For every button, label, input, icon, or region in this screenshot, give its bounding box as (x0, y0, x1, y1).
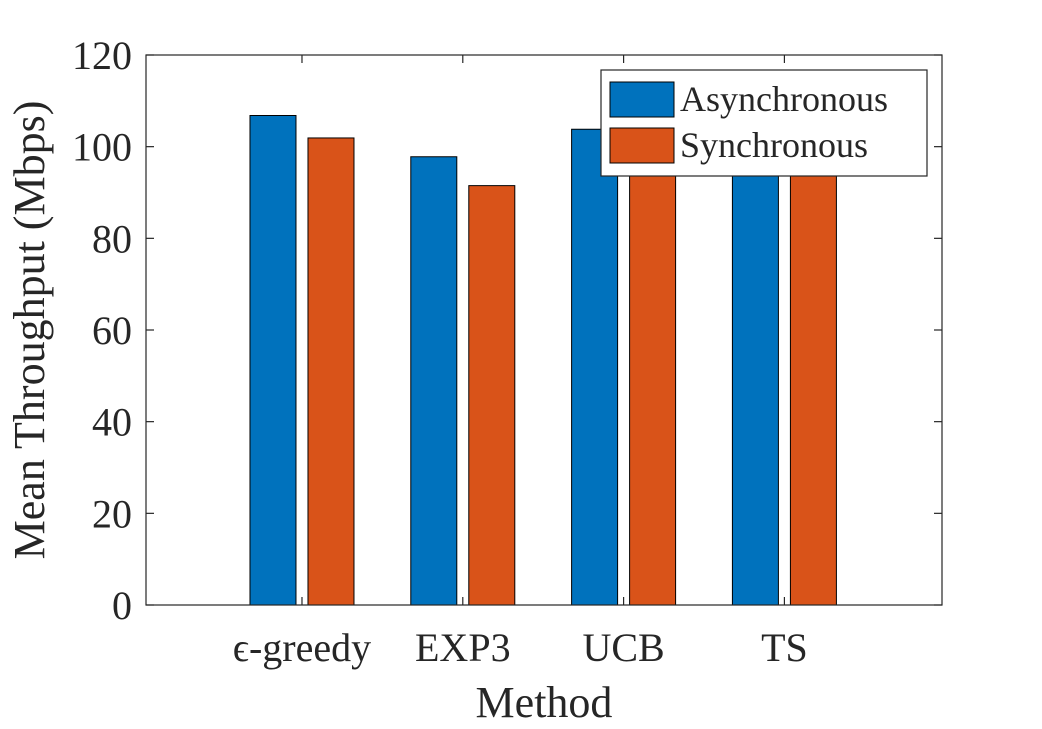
y-tick-label: 0 (112, 583, 132, 628)
legend-label-asynchronous: Asynchronous (680, 79, 888, 119)
bar-synchronous-0 (307, 137, 355, 606)
y-tick-label: 80 (92, 216, 132, 261)
y-tick-label: 100 (72, 125, 132, 170)
legend-label-synchronous: Synchronous (680, 125, 868, 165)
bars-group (249, 115, 837, 606)
y-axis-title: Mean Throughput (Mbps) (5, 101, 54, 560)
bar-asynchronous-0 (249, 115, 297, 606)
x-tick-label: UCB (582, 625, 664, 670)
legend: Asynchronous Synchronous (600, 69, 928, 177)
x-axis-title: Method (476, 678, 613, 727)
x-tick-label: TS (761, 625, 808, 670)
y-tick-label: 120 (72, 33, 132, 78)
y-tick-label: 40 (92, 400, 132, 445)
legend-swatch-synchronous (609, 127, 675, 164)
bar-synchronous-2 (629, 144, 677, 606)
bar-asynchronous-3 (731, 137, 779, 606)
legend-swatch-asynchronous (609, 81, 675, 118)
bar-asynchronous-2 (571, 128, 619, 606)
y-tick-label: 20 (92, 491, 132, 536)
bar-synchronous-3 (789, 159, 837, 606)
bar-asynchronous-1 (410, 156, 458, 606)
y-tick-label: 60 (92, 308, 132, 353)
x-tick-label: EXP3 (415, 625, 511, 670)
x-tick-label: ϵ-greedy (233, 625, 371, 670)
bar-synchronous-1 (468, 185, 516, 606)
axes-group: 0 20 40 60 80 100 120 ϵ-greedy EXP3 UCB TS (72, 33, 943, 670)
